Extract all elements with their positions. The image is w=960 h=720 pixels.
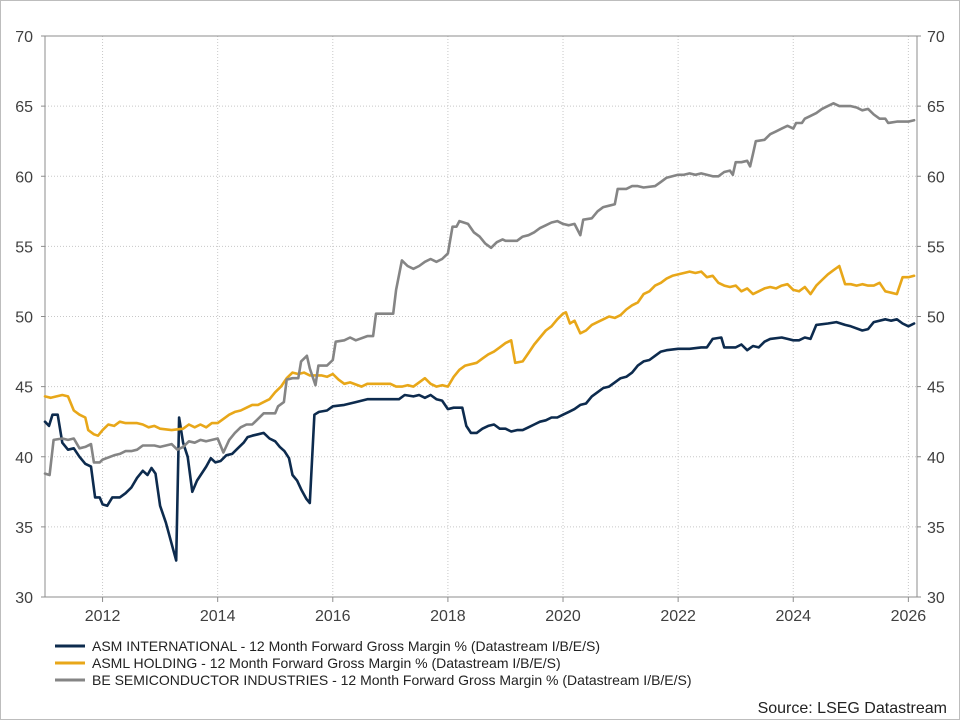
series-line-2	[43, 102, 916, 477]
y-tick-label-right: 65	[927, 99, 945, 116]
source-note: Source: LSEG Datastream	[758, 700, 947, 717]
y-tick-label-right: 30	[927, 590, 945, 607]
x-axis: 2012 2014 2016 2018 2020 2022 2024 2026	[85, 597, 927, 625]
y-tick-label-right: 50	[927, 310, 945, 327]
y-tick-label: 50	[15, 310, 33, 327]
x-tick-label: 2018	[430, 608, 466, 625]
y-tick-label: 60	[15, 169, 33, 186]
legend-label-1: ASML HOLDING - 12 Month Forward Gross Ma…	[92, 655, 561, 671]
y-axis-left: 30 35 40 45 50 55 60 65 70	[15, 29, 45, 607]
x-tick-label: 2026	[891, 608, 927, 625]
y-tick-label: 70	[15, 29, 33, 46]
legend-label-0: ASM INTERNATIONAL - 12 Month Forward Gro…	[92, 638, 600, 654]
y-tick-label-right: 70	[927, 29, 945, 46]
x-tick-label: 2014	[200, 608, 236, 625]
y-tick-label: 30	[15, 590, 33, 607]
x-tick-label: 2022	[660, 608, 696, 625]
y-tick-label: 35	[15, 520, 33, 537]
y-tick-label: 40	[15, 450, 33, 467]
y-tick-label: 45	[15, 380, 33, 397]
series-line-1	[43, 264, 916, 437]
y-tick-label-right: 35	[927, 520, 945, 537]
series-lines	[43, 102, 916, 562]
x-tick-label: 2012	[85, 608, 121, 625]
x-tick-label: 2016	[315, 608, 351, 625]
legend: ASM INTERNATIONAL - 12 Month Forward Gro…	[55, 638, 692, 688]
y-axis-right: 30 35 40 45 50 55 60 65 70	[917, 29, 945, 607]
grid-lines	[45, 35, 917, 598]
y-tick-label-right: 55	[927, 239, 945, 256]
legend-label-2: BE SEMICONDUCTOR INDUSTRIES - 12 Month F…	[92, 672, 692, 688]
x-tick-label: 2020	[545, 608, 581, 625]
y-tick-label: 55	[15, 239, 33, 256]
y-tick-label-right: 40	[927, 450, 945, 467]
y-tick-label-right: 45	[927, 380, 945, 397]
y-tick-label-right: 60	[927, 169, 945, 186]
series-line-0	[43, 318, 916, 562]
x-tick-label: 2024	[775, 608, 811, 625]
y-tick-label: 65	[15, 99, 33, 116]
